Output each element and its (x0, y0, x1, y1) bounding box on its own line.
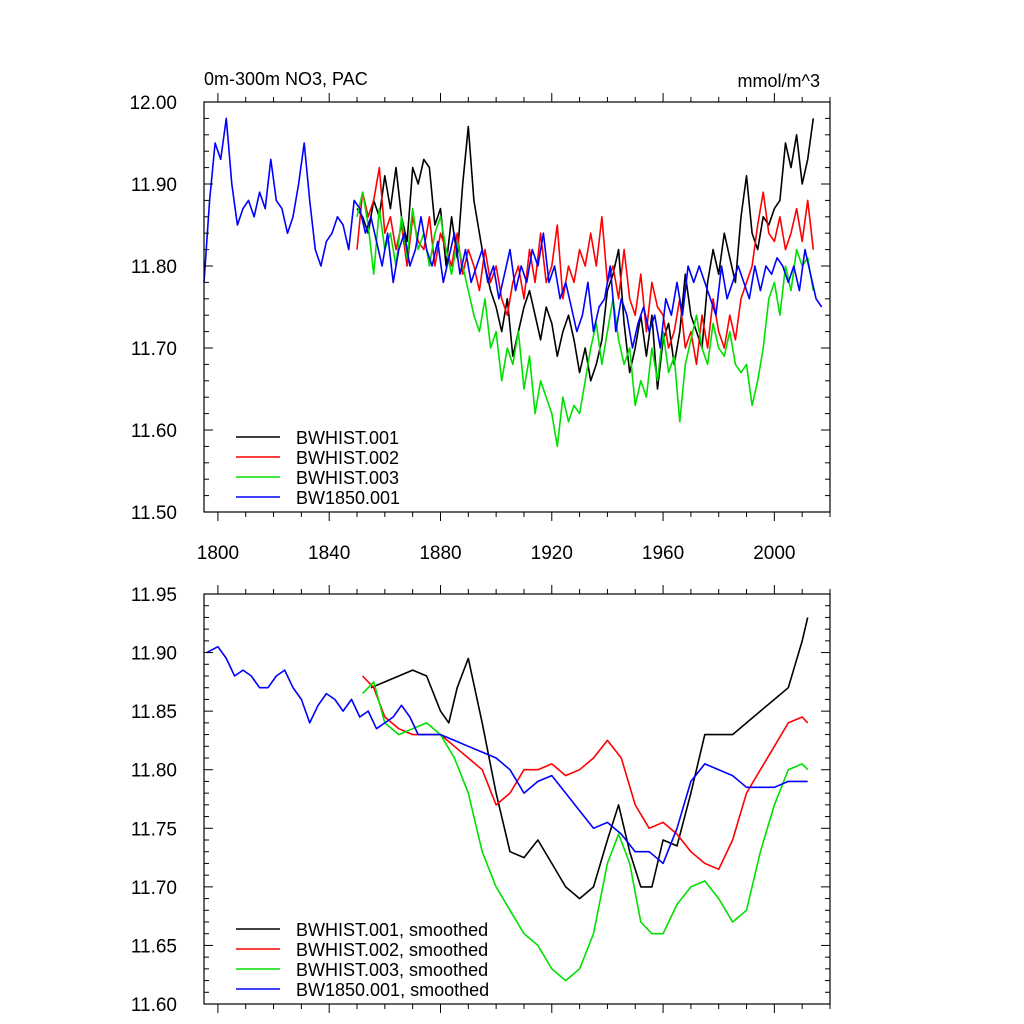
bottom-ytick-label: 11.70 (131, 878, 177, 899)
top-series-line-4 (203, 117, 823, 349)
top-xtick-label: 1840 (308, 543, 350, 564)
top-legend-label-2: BWHIST.002 (296, 448, 399, 468)
bottom-ytick-label: 11.95 (131, 585, 177, 606)
top-series-line-1 (356, 118, 815, 390)
top-ytick-label: 11.80 (131, 257, 177, 278)
top-ytick-label: 11.50 (131, 503, 177, 524)
bottom-ytick-label: 11.80 (131, 761, 177, 782)
bottom-legend-label-2: BWHIST.002, smoothed (296, 940, 488, 960)
top-ytick-label: 11.60 (131, 421, 177, 442)
top-legend-label-3: BWHIST.003 (296, 468, 399, 488)
top-panel-title: 0m-300m NO3, PAC (204, 69, 368, 89)
top-panel: 0m-300m NO3, PAC mmol/m^3 BWHIST.001BWHI… (129, 69, 831, 564)
top-legend-label-1: BWHIST.001 (296, 428, 399, 448)
bottom-series-line-2 (362, 675, 809, 871)
bottom-ytick-label: 11.65 (131, 936, 177, 957)
bottom-series-line-1 (370, 617, 809, 900)
bottom-series-layer (206, 617, 809, 982)
top-series-line-3 (356, 191, 815, 448)
top-ytick-label: 11.70 (131, 339, 177, 360)
bottom-series-line-4 (206, 645, 808, 865)
top-xtick-label: 1800 (197, 543, 239, 564)
top-ytick-label: 12.00 (129, 93, 177, 114)
top-legend-label-4: BW1850.001 (296, 488, 400, 508)
top-xtick-label: 1960 (642, 543, 684, 564)
top-series-layer (203, 117, 823, 448)
top-panel-units: mmol/m^3 (738, 71, 820, 91)
top-series-line-2 (356, 166, 815, 366)
top-plot-frame (203, 101, 831, 513)
bottom-legend-label-3: BWHIST.003, smoothed (296, 960, 488, 980)
bottom-series-line-3 (362, 681, 809, 982)
bottom-ytick-label: 11.90 (131, 644, 177, 665)
top-xtick-label: 1880 (419, 543, 461, 564)
top-xtick-label: 1920 (531, 543, 573, 564)
bottom-plot-frame (203, 593, 831, 1005)
bottom-ytick-label: 11.85 (131, 702, 177, 723)
bottom-ytick-label: 11.75 (131, 819, 177, 840)
top-xtick-label: 2000 (753, 543, 795, 564)
bottom-legend-label-1: BWHIST.001, smoothed (296, 920, 488, 940)
bottom-axes: 11.60 11.65 11.70 11.75 11.80 11.85 11.90 11.95 (131, 585, 831, 1016)
bottom-ytick-label: 11.60 (131, 995, 177, 1016)
top-axes: 11.50 11.60 11.70 11.80 11.90 12.00 1800 1840 18… (129, 93, 831, 564)
top-ytick-label: 11.90 (131, 175, 177, 196)
bottom-legend-label-4: BW1850.001, smoothed (296, 980, 489, 1000)
